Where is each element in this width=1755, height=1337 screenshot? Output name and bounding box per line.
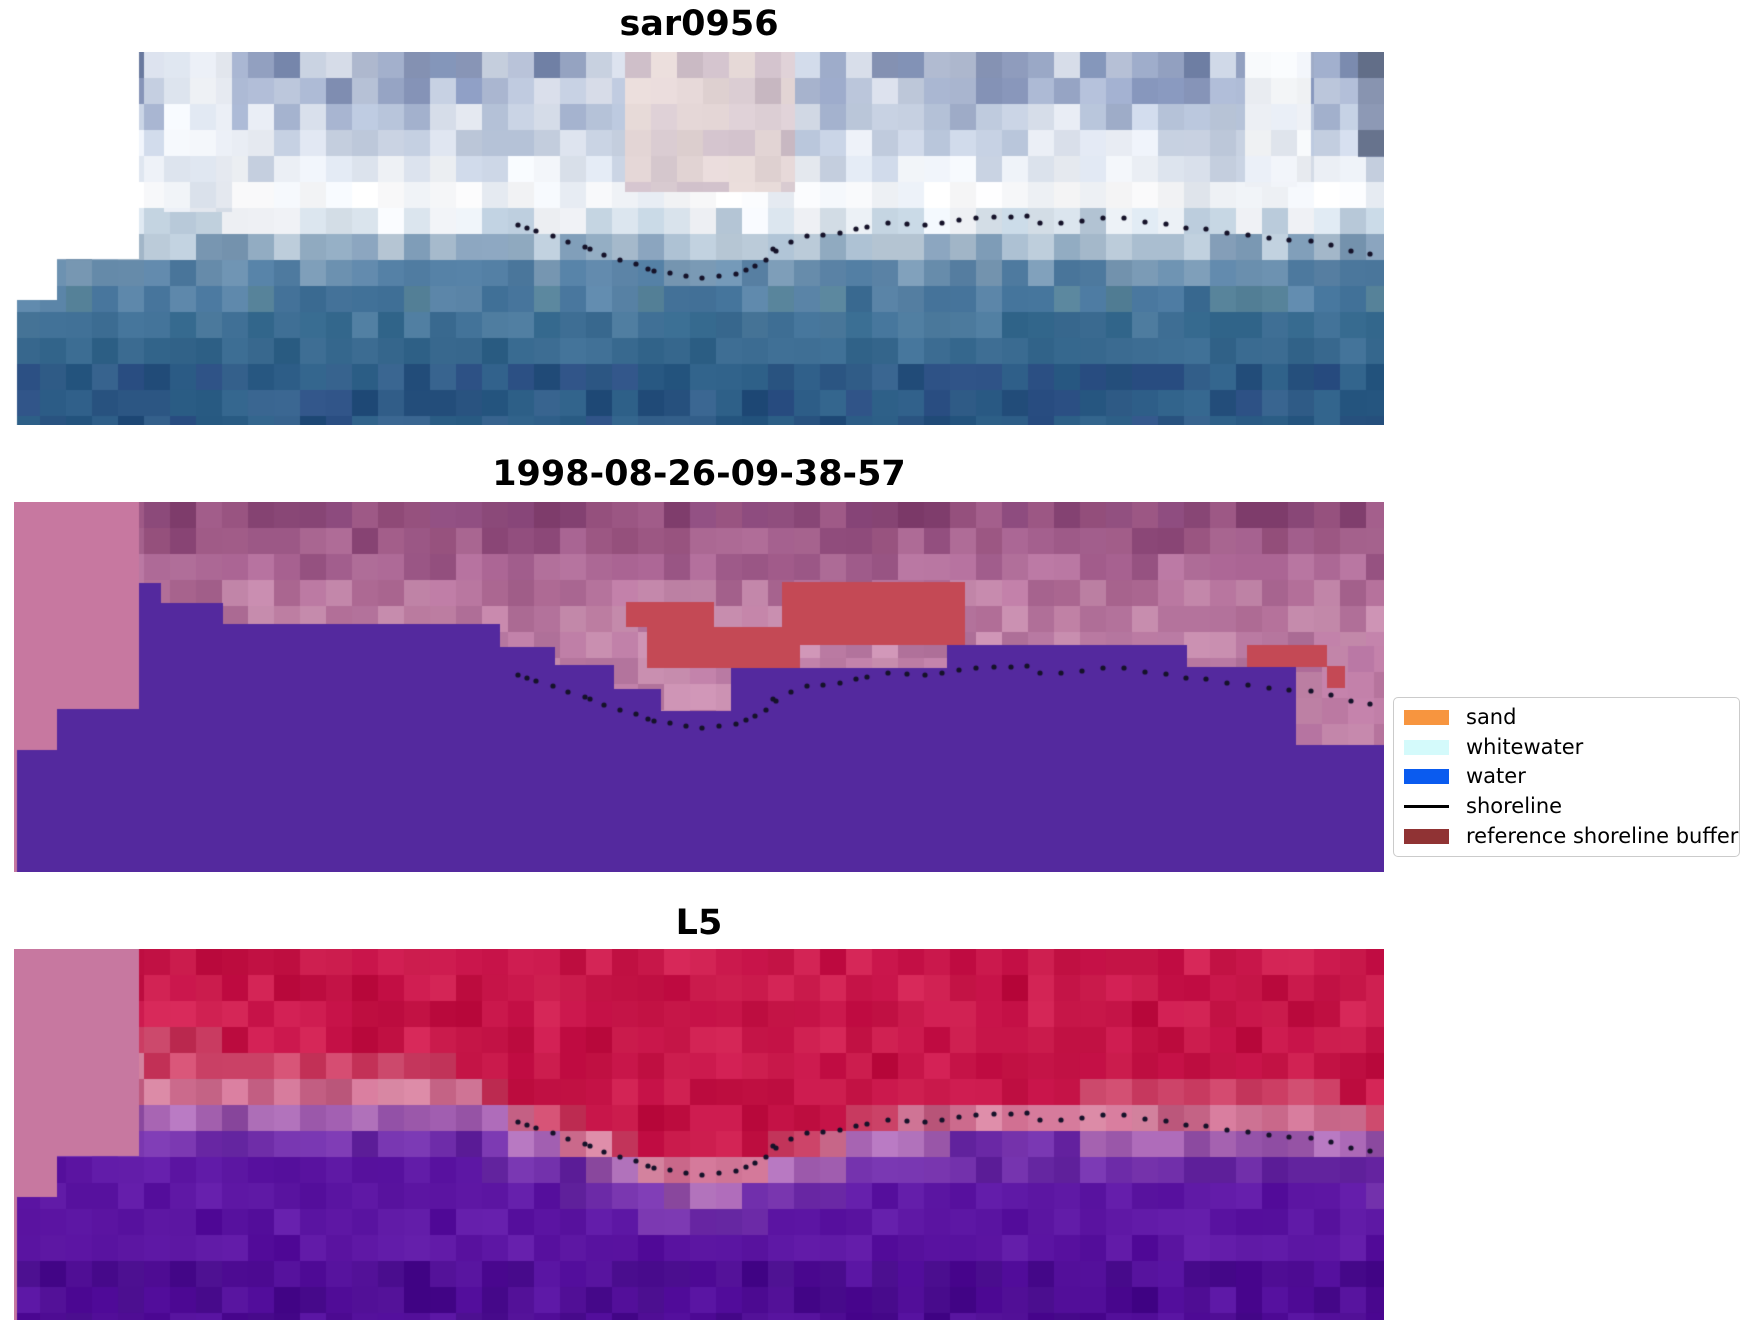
legend-row-water: water (1404, 766, 1729, 787)
panel-image-l5 (14, 949, 1384, 1320)
legend-row-shoreline: shoreline (1404, 796, 1729, 817)
panel-image-classified (14, 502, 1384, 872)
legend-label-water: water (1466, 764, 1526, 789)
legend-swatch-shoreline-line (1404, 805, 1449, 809)
legend-swatch-water (1404, 769, 1449, 785)
panel-image-sar0956 (14, 52, 1384, 425)
legend: sand whitewater water shoreline referenc… (1393, 697, 1740, 857)
panel-title-date: 1998-08-26-09-38-57 (492, 454, 906, 494)
legend-label-shoreline: shoreline (1466, 794, 1563, 819)
panel-title-sar0956: sar0956 (619, 4, 779, 44)
legend-row-reference-buffer: reference shoreline buffer (1404, 825, 1738, 847)
panel-title-l5: L5 (675, 903, 723, 943)
legend-label-whitewater: whitewater (1466, 734, 1584, 759)
legend-label-sand: sand (1466, 705, 1517, 730)
legend-swatch-whitewater (1404, 739, 1449, 755)
legend-swatch-reference-buffer (1404, 828, 1449, 844)
legend-label-reference-buffer: reference shoreline buffer (1466, 823, 1739, 848)
legend-swatch-sand (1404, 710, 1449, 726)
legend-row-whitewater: whitewater (1404, 734, 1729, 759)
legend-row-sand: sand (1404, 707, 1729, 728)
